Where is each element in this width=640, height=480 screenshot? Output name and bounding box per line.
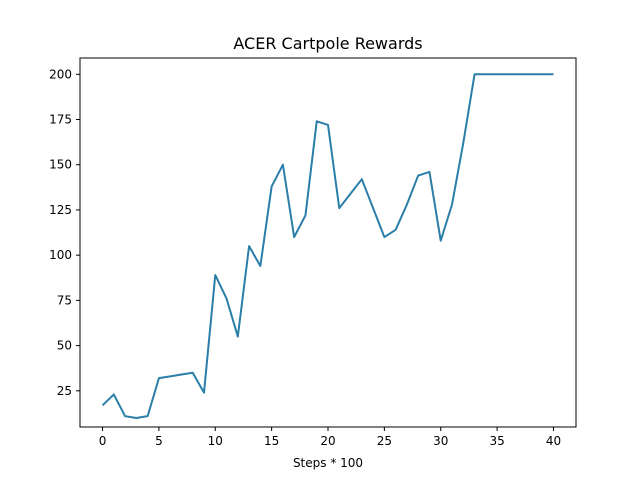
x-tick-label: 40	[546, 434, 561, 448]
y-tick-label: 100	[49, 248, 72, 262]
y-tick-label: 150	[49, 158, 72, 172]
series-line	[101, 73, 554, 419]
x-tick-label: 5	[155, 434, 163, 448]
x-tick-label: 25	[377, 434, 392, 448]
y-tick-label: 125	[49, 203, 72, 217]
y-axis: 25 50 75 100 125 150 175 200	[49, 67, 80, 398]
y-tick-label: 200	[49, 67, 72, 81]
y-tick-label: 50	[57, 339, 72, 353]
x-tick-label: 35	[489, 434, 504, 448]
x-tick-label: 0	[99, 434, 107, 448]
y-tick-label: 175	[49, 113, 72, 127]
x-axis: 0 5 10 15 20 25 30 35 40	[99, 427, 561, 448]
x-tick-label: 10	[208, 434, 223, 448]
axes-frame	[79, 57, 577, 428]
x-tick-label: 20	[320, 434, 335, 448]
plot-area	[79, 57, 577, 428]
x-tick-label: 30	[433, 434, 448, 448]
y-tick-label: 25	[57, 384, 72, 398]
series-layer	[101, 73, 554, 419]
chart-title: ACER Cartpole Rewards	[233, 34, 422, 53]
y-tick-label: 75	[57, 293, 72, 307]
x-axis-label: Steps * 100	[293, 456, 363, 470]
x-tick-label: 15	[264, 434, 279, 448]
